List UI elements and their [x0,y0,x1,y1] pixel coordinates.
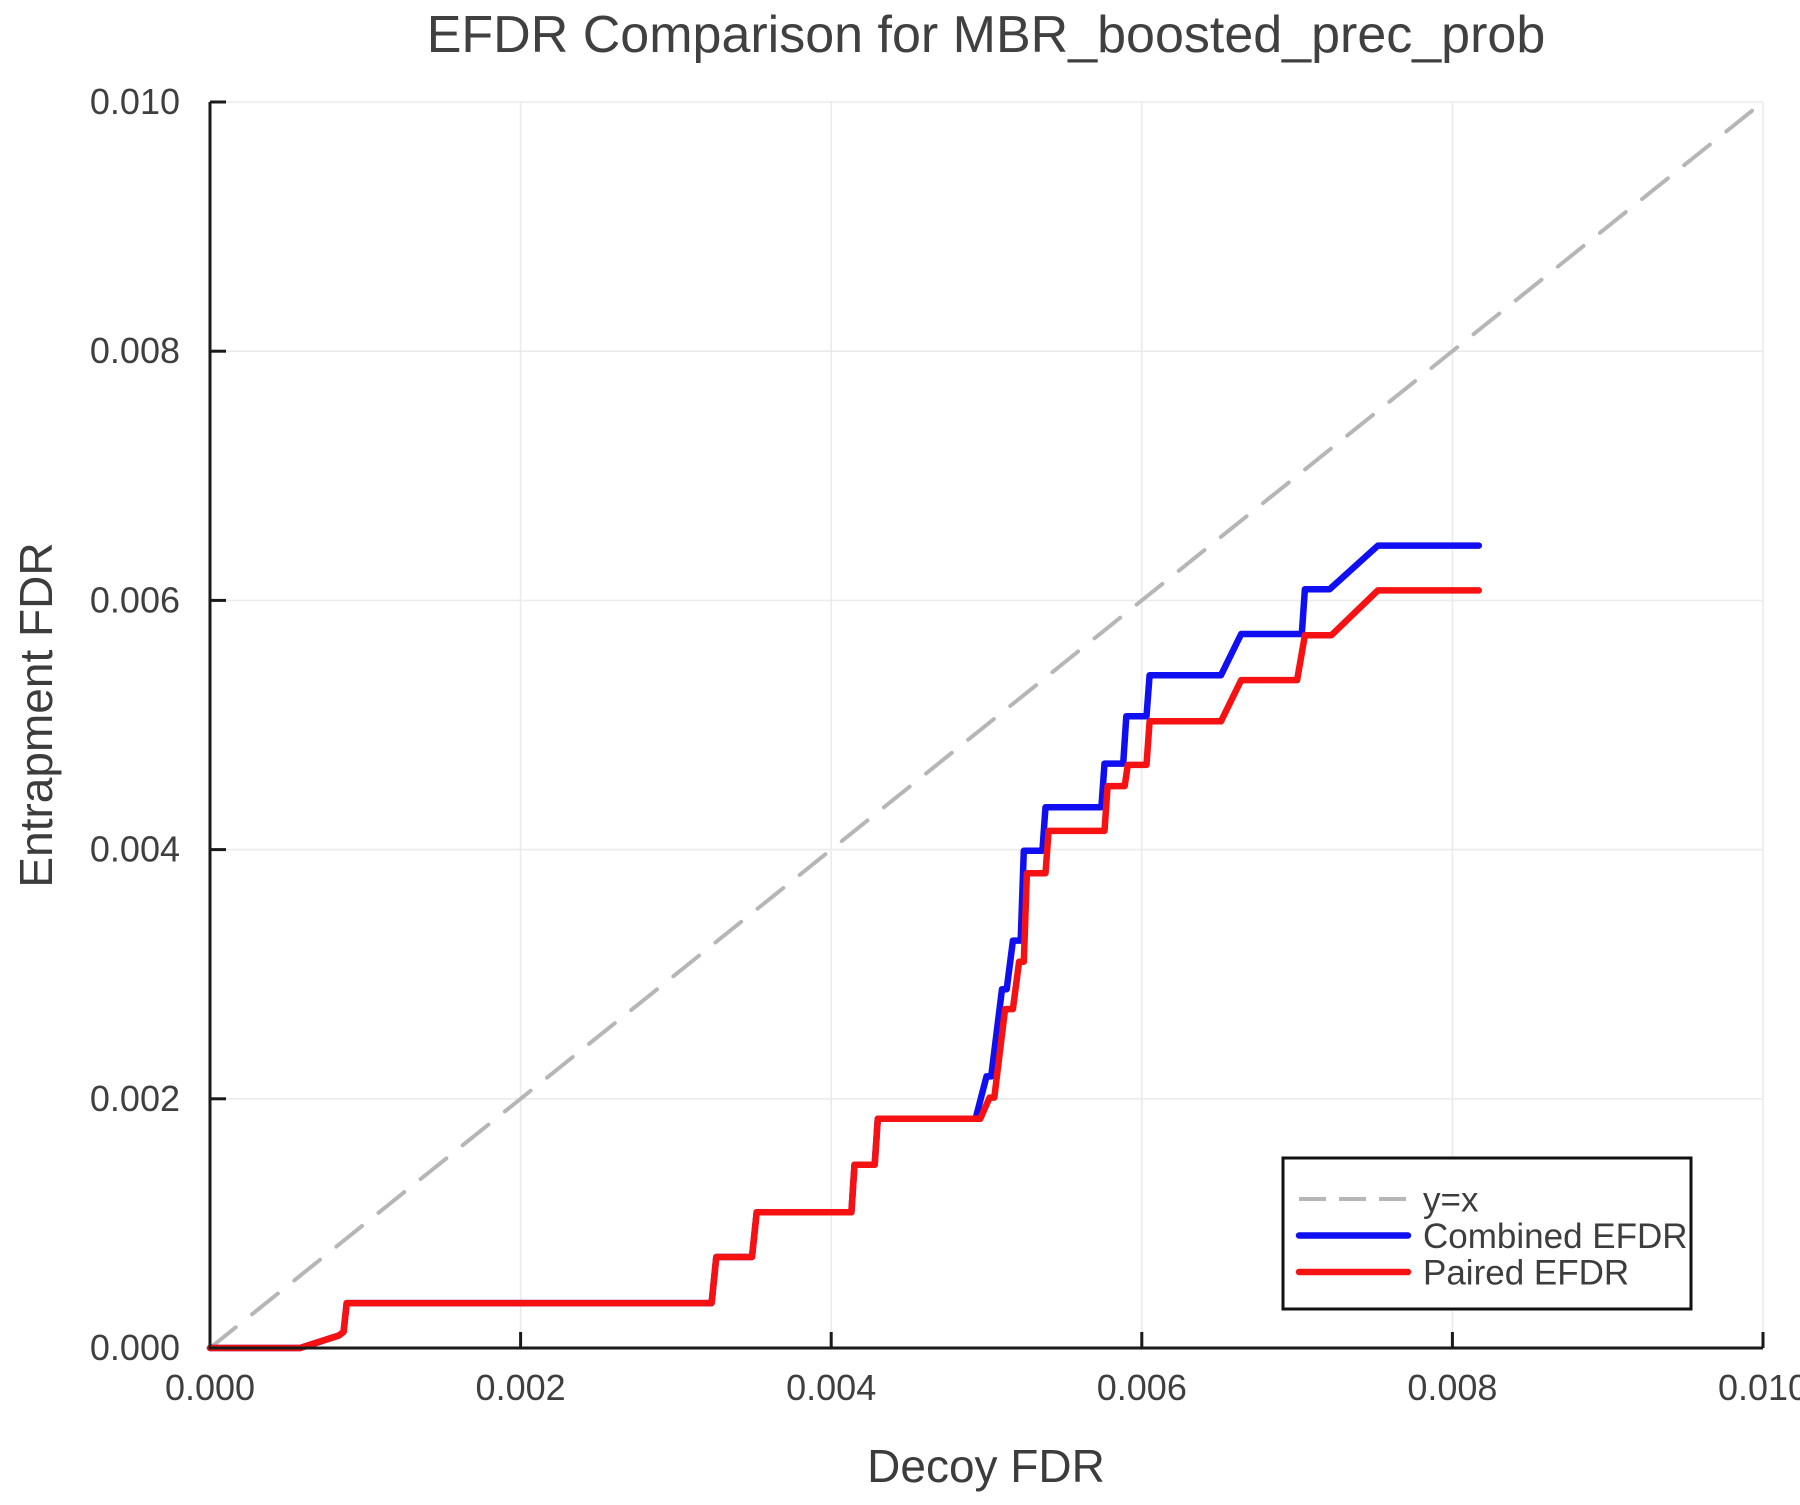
series-line-y-x [208,100,1765,1350]
legend-item-label: Combined EFDR [1423,1217,1688,1256]
x-axis-label: Decoy FDR [867,1440,1105,1492]
y-tick-label: 0.006 [90,579,180,620]
y-tick-label: 0.000 [90,1327,180,1368]
reference-line-group [208,100,1765,1350]
y-tick-label: 0.004 [90,829,180,870]
series-line-paired-efdr [206,587,1483,1352]
series-lines [206,542,1483,1352]
y-tick-label: 0.010 [90,81,180,122]
x-tick-label: 0.000 [165,1367,255,1408]
legend-item-label: Paired EFDR [1423,1254,1629,1293]
x-tick-label: 0.010 [1718,1367,1800,1408]
x-tick-label: 0.004 [786,1367,876,1408]
x-tick-label: 0.006 [1097,1367,1187,1408]
y-tick-label: 0.002 [90,1078,180,1119]
legend-item-label: y=x [1423,1181,1479,1220]
chart-title: EFDR Comparison for MBR_boosted_prec_pro… [427,6,1546,64]
tick-labels: 0.000 0.002 0.004 0.006 0.008 0.010 0.000 0.002… [90,81,1800,1408]
x-tick-label: 0.002 [476,1367,566,1408]
y-axis-label: Entrapment FDR [10,542,62,887]
y-tick-label: 0.008 [90,330,180,371]
x-tick-label: 0.008 [1407,1367,1497,1408]
axes [208,102,1763,1350]
tick-marks [208,100,1765,1350]
